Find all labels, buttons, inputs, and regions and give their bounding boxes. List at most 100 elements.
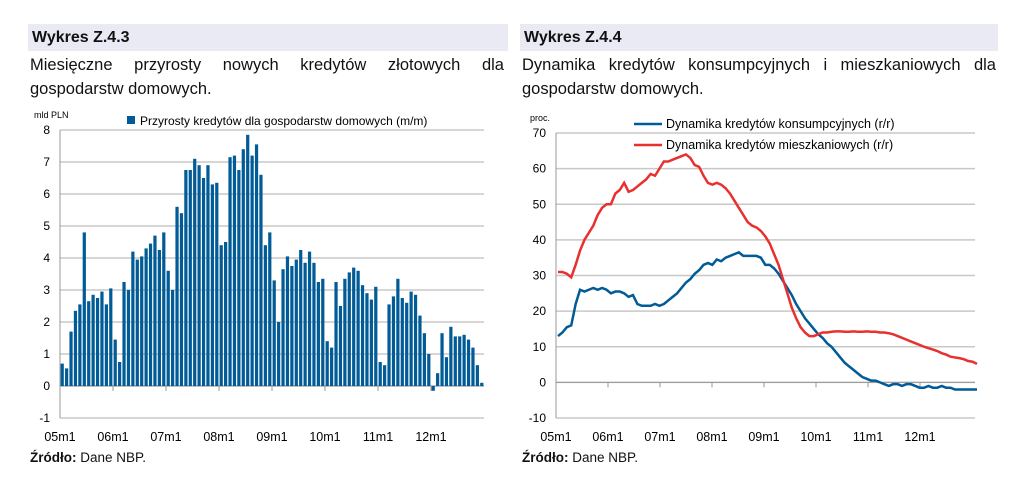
bar (312, 262, 316, 386)
source-label: Źródło: (522, 450, 569, 465)
bar (95, 298, 100, 386)
bar (87, 301, 91, 386)
bar (396, 278, 400, 386)
bar (197, 165, 201, 386)
bar (391, 296, 396, 386)
bar (449, 326, 453, 386)
x-tick-label: 12m1 (415, 430, 446, 444)
bar (409, 291, 413, 386)
bar (431, 386, 435, 391)
bar (299, 250, 303, 386)
bar (157, 250, 161, 386)
bar (440, 333, 444, 386)
y-axis-unit: proc. (530, 113, 550, 123)
bar (436, 373, 440, 386)
bar (118, 362, 122, 386)
bar (91, 294, 95, 386)
bar (153, 235, 157, 386)
x-tick-label: 07m1 (150, 430, 181, 444)
bar (193, 158, 197, 386)
bar (228, 157, 232, 386)
bar (126, 290, 131, 386)
bar (365, 293, 369, 386)
y-tick-label: 6 (43, 187, 50, 201)
y-tick-label: 70 (533, 126, 547, 140)
bar (360, 285, 365, 386)
bar (307, 251, 312, 386)
bar (413, 294, 418, 386)
bar (285, 256, 290, 386)
x-tick-label: 08m1 (203, 430, 234, 444)
bar (352, 267, 356, 386)
bar (330, 347, 334, 386)
x-tick-label: 11m1 (853, 430, 883, 444)
bar (383, 365, 387, 386)
bar (453, 336, 457, 386)
bar (122, 282, 126, 386)
x-tick-label: 10m1 (309, 430, 340, 444)
bar (277, 322, 281, 386)
left-source: Źródło: Dane NBP. (30, 450, 146, 465)
bar (458, 336, 462, 386)
bar (387, 304, 391, 386)
bar (480, 382, 484, 386)
series-line (558, 152, 978, 365)
legend-label: Dynamika kredytów mieszkaniowych (r/r) (666, 138, 893, 152)
series-line (557, 250, 977, 391)
bar (254, 144, 259, 386)
bar (109, 288, 113, 386)
bar (175, 206, 179, 386)
source-label: Źródło: (30, 450, 77, 465)
bar (427, 354, 431, 386)
bar (272, 280, 276, 386)
bar (69, 331, 73, 386)
bar (259, 174, 263, 386)
bar (206, 165, 210, 386)
y-tick-label: 40 (533, 233, 547, 247)
y-tick-label: 3 (43, 283, 50, 297)
y-tick-label: 8 (43, 123, 50, 137)
x-tick-label: 08m1 (696, 430, 727, 444)
bar (140, 256, 144, 386)
right-chart-title: Wykres Z.4.4 (520, 24, 998, 51)
bar (303, 262, 307, 386)
left-chart-description: Miesięczne przyrosty nowych kredytów zło… (30, 56, 504, 98)
bar (356, 270, 360, 386)
x-tick-label: 06m1 (97, 430, 128, 444)
x-tick-label: 12m1 (904, 430, 935, 444)
bar (321, 278, 325, 386)
bar (215, 182, 219, 386)
y-axis-unit: mld PLN (34, 110, 69, 120)
source-text: Dane NBP. (568, 450, 639, 465)
legend-label: Przyrosty kredytów dla gospodarstw domow… (140, 114, 427, 128)
bar (237, 170, 241, 386)
y-tick-label: 10 (533, 340, 547, 354)
right-chart-description: Dynamika kredytów konsumpcyjnych i miesz… (522, 56, 996, 98)
bar (462, 334, 466, 386)
source-text: Dane NBP. (76, 450, 147, 465)
y-tick-label: 1 (43, 347, 50, 361)
legend-label: Dynamika kredytów konsumpcyjnych (r/r) (666, 117, 895, 131)
y-tick-label: 20 (533, 304, 547, 318)
y-tick-label: 5 (43, 219, 50, 233)
y-tick-label: 2 (43, 315, 50, 329)
bar (250, 155, 254, 386)
bar (144, 248, 148, 386)
bar (104, 304, 108, 386)
bar (65, 368, 69, 386)
y-tick-label: 0 (43, 379, 50, 393)
left-chart-title: Wykres Z.4.3 (28, 24, 508, 51)
bar (374, 286, 378, 386)
y-tick-label: -1 (39, 411, 50, 425)
bar (232, 155, 237, 386)
bar (246, 134, 250, 386)
y-tick-label: 60 (533, 162, 547, 176)
bar (188, 170, 192, 386)
x-tick-label: 05m1 (540, 430, 571, 444)
bar (290, 266, 294, 386)
right-source: Źródło: Dane NBP. (522, 450, 638, 465)
bar (131, 251, 135, 386)
bar (369, 299, 373, 386)
bar (135, 259, 139, 386)
x-tick-label: 11m1 (363, 430, 393, 444)
